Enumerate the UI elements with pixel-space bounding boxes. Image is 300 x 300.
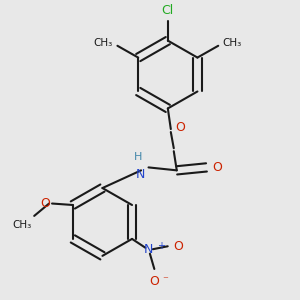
Text: CH₃: CH₃ — [12, 220, 31, 230]
Text: O: O — [212, 161, 222, 174]
Text: CH₃: CH₃ — [94, 38, 113, 48]
Text: O: O — [176, 121, 185, 134]
Text: H: H — [134, 152, 142, 162]
Text: N: N — [144, 243, 153, 256]
Text: O: O — [41, 197, 51, 210]
Text: N: N — [136, 168, 146, 181]
Text: O: O — [149, 275, 159, 288]
Text: ⁻: ⁻ — [162, 275, 168, 285]
Text: O: O — [174, 240, 184, 253]
Text: +: + — [157, 241, 165, 251]
Text: CH₃: CH₃ — [223, 38, 242, 48]
Text: Cl: Cl — [162, 4, 174, 17]
